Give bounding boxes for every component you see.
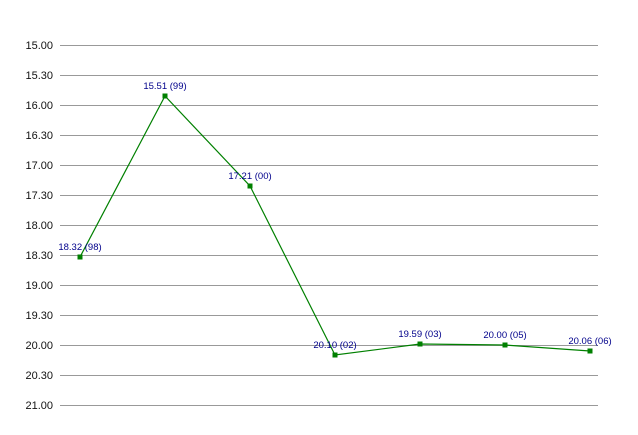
data-label: 20.10 (02)	[313, 340, 356, 351]
data-label: 18.32 (98)	[58, 242, 101, 253]
data-point-marker	[587, 348, 593, 354]
data-label: 19.59 (03)	[398, 329, 441, 340]
y-tick-label: 20.30	[25, 370, 53, 382]
y-tick-label: 17.00	[25, 160, 53, 172]
y-tick-label: 17.30	[25, 190, 53, 202]
data-point-marker	[162, 93, 168, 99]
y-tick-label: 19.00	[25, 280, 53, 292]
y-tick-label: 20.00	[25, 340, 53, 352]
data-label: 15.51 (99)	[143, 81, 186, 92]
y-tick-label: 18.30	[25, 250, 53, 262]
y-tick-label: 15.00	[25, 40, 53, 52]
y-tick-label: 15.30	[25, 70, 53, 82]
data-point-marker	[247, 183, 253, 189]
data-label: 17.21 (00)	[228, 171, 271, 182]
y-tick-label: 16.30	[25, 130, 53, 142]
y-tick-label: 19.30	[25, 310, 53, 322]
y-tick-label: 21.00	[25, 400, 53, 412]
data-point-marker	[77, 254, 83, 260]
y-tick-label: 16.00	[25, 100, 53, 112]
data-point-marker	[332, 352, 338, 358]
y-tick-label: 18.00	[25, 220, 53, 232]
data-label: 20.00 (05)	[483, 330, 526, 341]
data-point-marker	[417, 341, 423, 347]
data-label: 20.06 (06)	[568, 336, 611, 347]
data-point-marker	[502, 342, 508, 348]
